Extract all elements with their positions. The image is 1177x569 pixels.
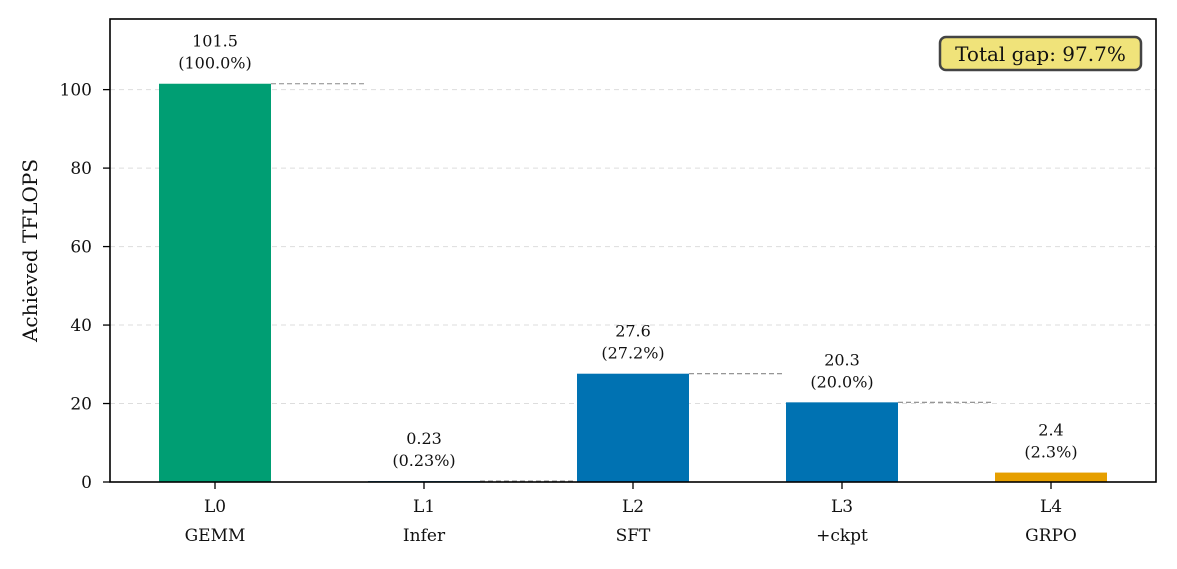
x-tick-label: L3 xyxy=(831,497,853,517)
annotation-background xyxy=(938,35,1143,72)
bar xyxy=(577,373,689,482)
value-label: 0.23 xyxy=(406,429,442,448)
x-tick-label: Infer xyxy=(403,526,446,546)
y-tick-label: 20 xyxy=(70,395,92,415)
x-tick-label: GRPO xyxy=(1025,526,1077,546)
x-tick-label: +ckpt xyxy=(816,526,868,546)
x-tick-label: L0 xyxy=(204,497,226,517)
bar xyxy=(995,472,1107,482)
total-gap-text: Total gap: 97.7% xyxy=(955,42,1126,66)
value-label: 20.3 xyxy=(824,350,860,369)
y-tick-label: 80 xyxy=(70,159,92,179)
x-tick-label: GEMM xyxy=(185,526,246,546)
value-label: 27.6 xyxy=(615,322,651,341)
x-tick-label: L2 xyxy=(622,497,644,517)
data-labels: 101.5 (100.0%) 0.23 (0.23%) 27.6 (27.2%) 20.3 (… xyxy=(178,32,1077,470)
bar xyxy=(786,402,898,482)
percent-label: (100.0%) xyxy=(178,54,252,73)
percent-label: (20.0%) xyxy=(810,372,873,391)
percent-label: (2.3%) xyxy=(1024,443,1077,462)
y-tick-label: 0 xyxy=(81,473,92,493)
x-tick-label: L1 xyxy=(413,497,435,517)
percent-label: (0.23%) xyxy=(392,451,455,470)
y-tick-label: 100 xyxy=(60,81,92,101)
x-tick-label: L4 xyxy=(1040,497,1062,517)
value-label: 101.5 xyxy=(192,32,238,51)
y-tick-label: 40 xyxy=(70,316,92,336)
axis-ticks: 0 20 40 60 80 100 L0 GEMM L1 Infer L2 SFT L3 +ckpt L4 G… xyxy=(60,81,1077,546)
total-gap-annotation: Total gap: 97.7% xyxy=(938,35,1143,72)
bars xyxy=(159,83,1107,483)
value-label: 2.4 xyxy=(1038,421,1063,440)
x-tick-label: SFT xyxy=(616,526,651,546)
y-tick-label: 60 xyxy=(70,238,92,258)
y-axis-label: Achieved TFLOPS xyxy=(18,159,42,343)
percent-label: (27.2%) xyxy=(601,344,664,363)
bar xyxy=(159,83,271,483)
